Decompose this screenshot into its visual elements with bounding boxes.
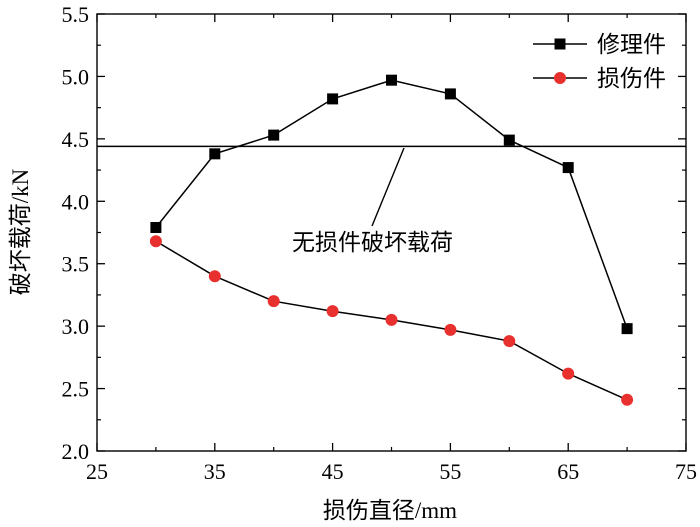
data-point-square [562, 162, 574, 174]
x-tick-label: 45 [322, 459, 344, 484]
annotation-pointer [371, 147, 405, 227]
data-point-circle [208, 270, 221, 283]
data-point-circle [503, 335, 516, 348]
y-tick-label: 2.5 [62, 377, 90, 402]
x-tick-label: 35 [204, 459, 226, 484]
data-point-circle [326, 305, 339, 318]
data-point-circle [267, 295, 280, 308]
legend-marker-circle [554, 72, 566, 84]
legend-label: 损伤件 [597, 66, 666, 91]
data-point-circle [149, 235, 162, 248]
y-tick-label: 5.5 [62, 2, 90, 27]
y-axis-title: 破坏载荷/kN [8, 168, 33, 295]
y-tick-label: 2.0 [62, 439, 90, 464]
data-point-circle [621, 393, 634, 406]
annotation-label: 无损件破坏载荷 [292, 230, 453, 255]
y-tick-label: 4.0 [62, 189, 90, 214]
series-line-1 [155, 79, 628, 329]
data-point-circle [562, 367, 575, 380]
legend-marker-square [554, 38, 566, 50]
data-point-square [621, 323, 633, 335]
data-point-square [209, 148, 221, 160]
data-point-square [327, 93, 339, 105]
y-tick-label: 3.0 [62, 314, 90, 339]
legend-label: 修理件 [597, 32, 666, 57]
x-tick-label: 75 [675, 459, 697, 484]
x-axis-title: 损伤直径/mm [323, 498, 457, 523]
y-tick-label: 4.5 [62, 127, 90, 152]
data-point-circle [385, 313, 398, 326]
data-point-circle [444, 323, 457, 336]
data-point-square [268, 129, 280, 141]
data-point-square [386, 74, 397, 86]
data-point-square [503, 134, 515, 146]
x-tick-label: 55 [439, 459, 461, 484]
x-tick-label: 65 [557, 459, 579, 484]
data-point-square [150, 222, 162, 234]
axes: 25 35 45 55 65 75 2.0 2.5 3.0 3.5 4.0 4.5 5.0 5.5 [62, 2, 698, 484]
y-tick-label: 3.5 [62, 252, 90, 277]
x-tick-label: 25 [86, 459, 108, 484]
plot-area [97, 74, 686, 406]
y-tick-label: 5.0 [62, 64, 90, 89]
data-point-square [444, 88, 456, 100]
